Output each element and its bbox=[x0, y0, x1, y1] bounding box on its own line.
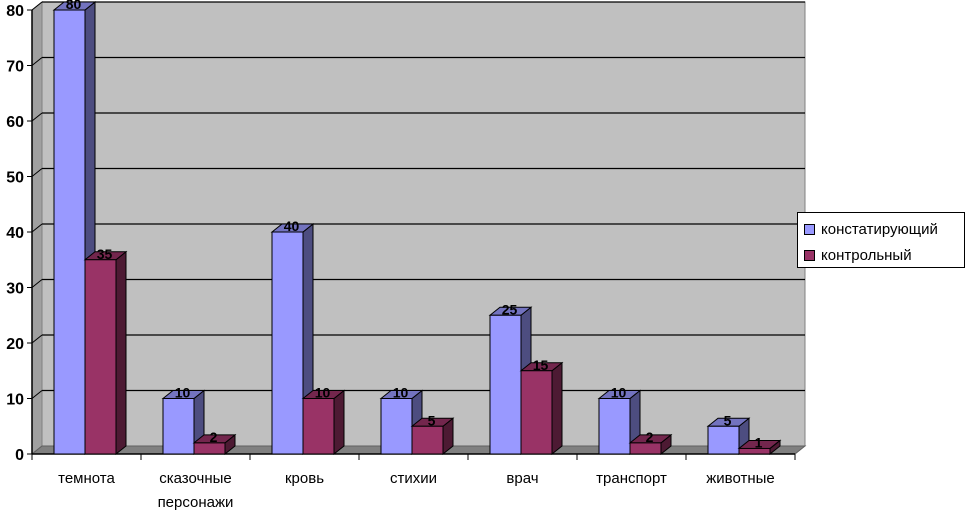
x-tick-label: врач bbox=[506, 470, 538, 487]
bar-series-1 bbox=[598, 398, 631, 455]
gridline-side bbox=[31, 57, 43, 66]
data-label: 40 bbox=[284, 218, 300, 234]
legend-swatch-series-1 bbox=[804, 223, 815, 235]
x-tick-label: сказочные bbox=[159, 470, 232, 487]
y-tick-label: 10 bbox=[6, 392, 24, 409]
legend-swatch-series-2 bbox=[804, 249, 815, 261]
legend: констатирующий контрольный bbox=[797, 212, 965, 268]
bar-series-1 bbox=[271, 231, 304, 455]
bar-series-2 bbox=[411, 425, 444, 455]
gridline-side bbox=[31, 223, 43, 233]
x-tick-label: стихии bbox=[390, 470, 437, 487]
data-label: 5 bbox=[724, 412, 732, 428]
y-axis-ticks: 0 10 20 30 40 50 60 70 80 bbox=[6, 3, 32, 464]
data-label: 10 bbox=[175, 385, 191, 401]
bar-series-1 bbox=[380, 398, 413, 455]
bar-series-2 bbox=[520, 370, 553, 455]
legend-label-series-2: контрольный bbox=[821, 246, 912, 264]
y-tick-label: 30 bbox=[6, 281, 24, 298]
y-tick-label: 60 bbox=[6, 114, 24, 131]
gridline-side bbox=[31, 334, 43, 344]
y-tick-label: 80 bbox=[6, 3, 24, 20]
bar-side-2 bbox=[333, 389, 345, 456]
x-tick-label: персонажи bbox=[158, 494, 234, 511]
bar-series-1 bbox=[162, 398, 195, 455]
gridline-side bbox=[31, 390, 43, 399]
data-label: 2 bbox=[210, 429, 218, 445]
data-label: 10 bbox=[393, 385, 409, 401]
y-tick-label: 20 bbox=[6, 336, 24, 353]
bar-series-2 bbox=[302, 398, 335, 455]
y-tick-label: 0 bbox=[15, 447, 24, 464]
legend-item-series-2: контрольный bbox=[804, 245, 912, 265]
bar-series-2 bbox=[738, 447, 771, 455]
data-label: 15 bbox=[533, 357, 549, 373]
gridlines bbox=[31, 1, 805, 399]
bar-series-1 bbox=[707, 425, 740, 455]
gridline-side bbox=[31, 112, 43, 122]
bars bbox=[52, 0, 782, 456]
data-label: 35 bbox=[97, 246, 113, 262]
bar-series-2 bbox=[84, 259, 117, 455]
data-label: 2 bbox=[646, 429, 654, 445]
x-tick-label: животные bbox=[706, 470, 775, 487]
x-axis-labels: темнота сказочные персонажи кровь стихии врач… bbox=[58, 470, 775, 511]
x-tick-label: темнота bbox=[58, 470, 115, 487]
bar-series-1 bbox=[489, 314, 522, 455]
data-label: 25 bbox=[502, 301, 518, 317]
plot-area bbox=[30, 0, 807, 456]
legend-item-series-1: констатирующий bbox=[804, 219, 938, 239]
x-tick-label: кровь bbox=[285, 470, 324, 487]
bar-side-2 bbox=[551, 361, 563, 456]
data-label: 5 bbox=[428, 412, 436, 428]
data-label: 80 bbox=[66, 0, 82, 12]
x-tick-label: транспорт bbox=[596, 470, 667, 487]
data-label: 10 bbox=[611, 385, 627, 401]
y-tick-label: 40 bbox=[6, 225, 24, 242]
gridline-side bbox=[31, 168, 43, 177]
gridline-side bbox=[31, 1, 43, 11]
bar-series-2 bbox=[629, 442, 662, 455]
data-label: 1 bbox=[755, 434, 763, 450]
legend-label-series-1: констатирующий bbox=[821, 220, 938, 238]
data-label: 10 bbox=[315, 385, 331, 401]
gridline-side bbox=[31, 279, 43, 288]
y-tick-label: 50 bbox=[6, 170, 24, 187]
bar-series-2 bbox=[193, 442, 226, 455]
y-tick-label: 70 bbox=[6, 59, 24, 76]
bar-series-1 bbox=[53, 9, 86, 455]
bar-side-2 bbox=[115, 250, 127, 456]
